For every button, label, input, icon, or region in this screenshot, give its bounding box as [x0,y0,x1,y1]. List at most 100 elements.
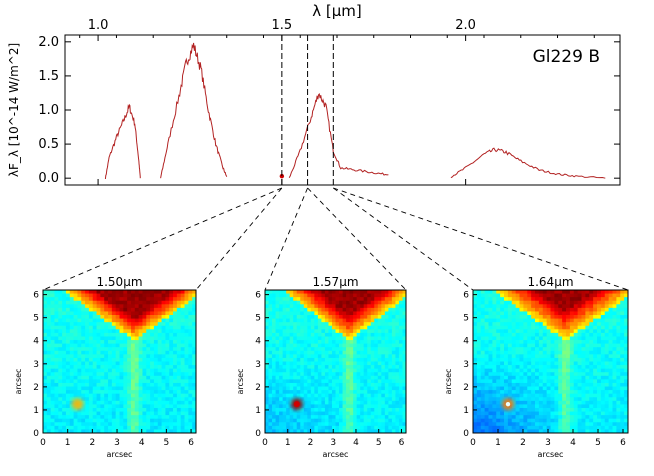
heatmap-cell [165,300,170,305]
heatmap-cell [480,350,486,355]
heatmap-cell [402,418,407,423]
heatmap-cell [480,390,486,395]
heatmap-cell [346,368,350,373]
heatmap-cell [96,354,101,359]
heatmap-cell [388,340,393,345]
heatmap-cell [388,325,393,330]
heatmap-cell [597,375,602,380]
heatmap-cell [612,336,617,341]
heatmap-cell [339,300,343,305]
heatmap-cell [130,397,136,402]
heatmap-cell [484,425,489,430]
heatmap-cell [488,322,493,327]
heatmap-cell [377,404,382,409]
heatmap-cell [381,290,386,294]
heatmap-cell [500,325,505,330]
heatmap-cell [62,418,67,423]
heatmap-cell [50,368,55,373]
heatmap-cell [335,404,340,409]
heatmap-cell [370,329,375,334]
heatmap-cell [303,397,308,402]
heatmap-cell [169,375,174,380]
heatmap-cell [566,368,571,373]
heatmap-cell [134,411,140,416]
heatmap-cell [356,357,361,362]
heatmap-cell [360,393,365,398]
heatmap-cell [303,372,308,377]
heatmap-cell [367,290,372,294]
heatmap-cell [92,340,97,345]
heatmap-cell [69,372,75,377]
heatmap-cell [119,311,124,316]
heatmap-cell [161,343,166,348]
heatmap-cell [268,332,273,337]
heatmap-cell [127,347,132,352]
heatmap-cell [176,297,182,302]
heatmap-cell [546,315,551,319]
heatmap-cell [65,361,71,366]
heatmap-cell [593,304,598,309]
heatmap-cell [589,318,594,323]
panel-xlabel: arcsec [107,450,133,459]
heatmap-cell [391,375,396,380]
heatmap-cell [488,311,493,316]
heatmap-cell [188,393,193,398]
heatmap-cell [142,415,147,420]
heatmap-cell [100,400,105,405]
heatmap-cell [303,300,308,305]
heatmap-cell [535,400,540,405]
heatmap-cell [363,347,368,352]
heatmap-cell [573,300,579,305]
heatmap-cell [573,336,579,341]
heatmap-cell [165,418,170,423]
heatmap-cell [111,365,117,370]
heatmap-cell [624,386,629,391]
heatmap-cell [286,304,291,309]
heatmap-cell [92,390,97,395]
heatmap-cell [339,290,343,294]
heatmap-cell [69,404,75,409]
heatmap-cell [374,372,379,377]
heatmap-cell [504,318,509,323]
heatmap-cell [296,411,301,416]
heatmap-cell [523,407,528,412]
heatmap-cell [342,386,347,391]
heatmap-cell [272,386,276,391]
heatmap-cell [65,307,71,312]
heatmap-cell [363,365,368,370]
heatmap-cell [527,357,532,362]
heatmap-cell [523,311,528,316]
heatmap-cell [589,429,594,434]
heatmap-cell [476,382,482,387]
heatmap-cell [58,418,63,423]
heatmap-cell [50,322,55,327]
heatmap-cell [562,332,567,337]
heatmap-cell [157,397,162,402]
heatmap-cell [173,404,178,409]
heatmap-cell [604,332,610,337]
heatmap-cell [142,418,147,423]
heatmap-cell [515,372,520,377]
heatmap-cell [624,322,629,327]
heatmap-cell [527,422,532,427]
heatmap-cell [349,375,354,380]
heatmap-cell [331,407,336,412]
heatmap-cell [569,390,575,395]
heatmap-cell [173,400,178,405]
heatmap-cell [331,300,336,305]
heatmap-cell [130,368,136,373]
heatmap-cell [127,407,132,412]
heatmap-cell [81,375,86,380]
heatmap-cell [339,357,343,362]
heatmap-cell [597,293,602,298]
heatmap-cell [604,382,610,387]
heatmap-cell [157,290,162,294]
heatmap-cell [331,397,336,402]
heatmap-cell [353,429,358,434]
heatmap-cell [188,368,193,373]
heatmap-cell [275,336,280,341]
heatmap-cell [395,411,400,416]
heatmap-cell [81,332,86,337]
heatmap-cell [484,340,489,345]
heatmap-cell [573,297,579,302]
